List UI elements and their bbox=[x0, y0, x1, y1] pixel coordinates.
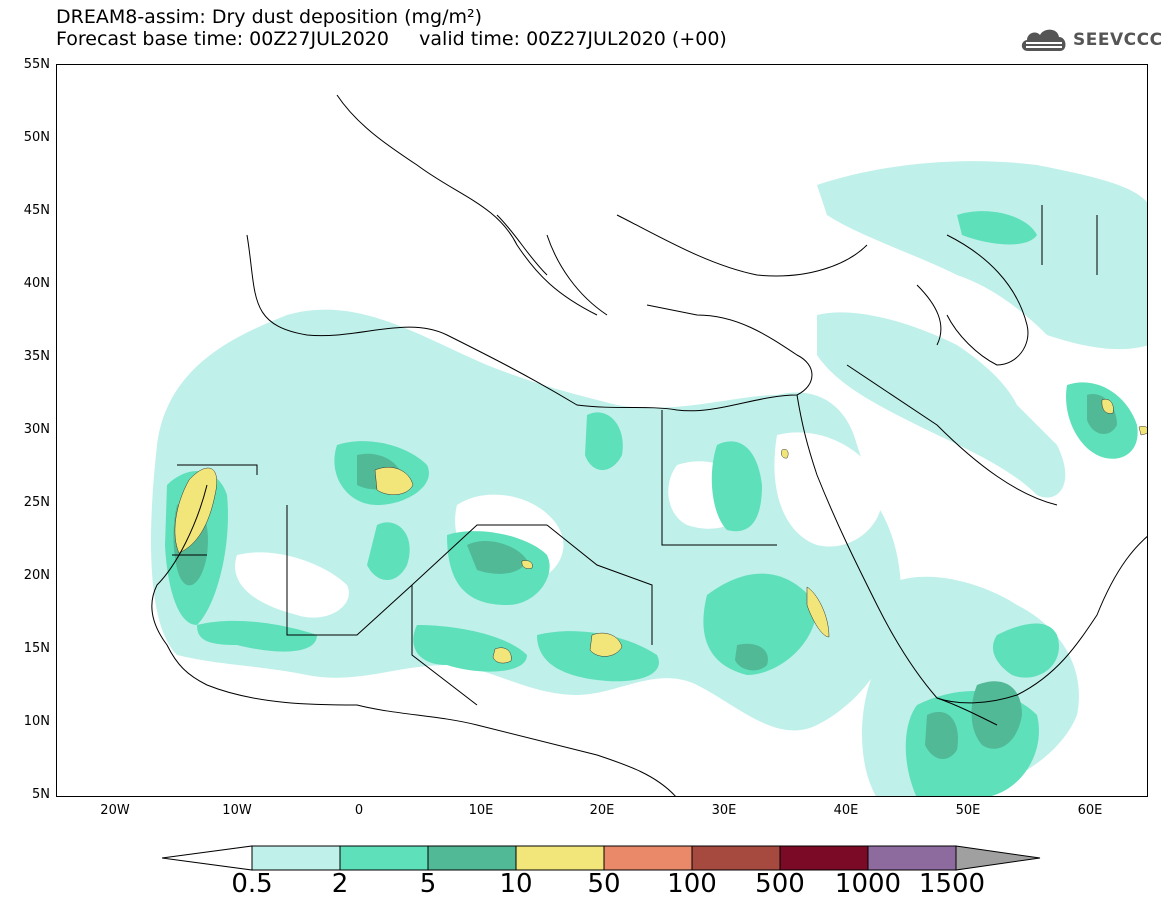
colorbar-swatch-10-50 bbox=[515, 845, 605, 871]
lat-label-25n: 25N bbox=[23, 495, 50, 510]
lon-label-10w: 10W bbox=[222, 803, 252, 818]
colorbar-under-arrow bbox=[162, 845, 253, 871]
forecast-time-line: Forecast base time: 00Z27JUL2020 valid t… bbox=[56, 28, 727, 50]
seevccc-logo: SEEVCCC bbox=[1018, 22, 1163, 58]
lat-label-10n: 10N bbox=[23, 714, 50, 729]
lon-label-30e: 30E bbox=[711, 803, 737, 818]
coastlines bbox=[151, 94, 1147, 796]
colorbar-swatch-100-500 bbox=[691, 845, 781, 871]
colorbar-swatch-0.5-2 bbox=[251, 845, 341, 871]
colorbar-label-1000: 1000 bbox=[834, 869, 902, 899]
map-title: DREAM8-assim: Dry dust deposition (mg/m²… bbox=[56, 6, 483, 28]
colorbar-over-arrow bbox=[955, 845, 1041, 871]
dust-deposition-map bbox=[151, 94, 1147, 796]
colorbar-swatch-5-10 bbox=[427, 845, 517, 871]
logo-text: SEEVCCC bbox=[1073, 30, 1163, 50]
colorbar-label-5: 5 bbox=[419, 869, 437, 899]
colorbar-swatch-500-1000 bbox=[779, 845, 869, 871]
colorbar-swatch-2-5 bbox=[339, 845, 429, 871]
cloud-logo-icon bbox=[1021, 29, 1066, 51]
colorbar-label-50: 50 bbox=[587, 869, 621, 899]
lat-label-40n: 40N bbox=[23, 276, 50, 291]
lat-label-15n: 15N bbox=[23, 641, 50, 656]
colorbar-swatch-1000-1500 bbox=[867, 845, 957, 871]
deposition-0.5-2-layer bbox=[151, 161, 1147, 796]
map-area bbox=[56, 64, 1148, 797]
colorbar-label-100: 100 bbox=[667, 869, 717, 899]
lat-label-5n: 5N bbox=[32, 787, 50, 802]
colorbar-label-1500: 1500 bbox=[918, 869, 986, 899]
lat-label-35n: 35N bbox=[23, 349, 50, 364]
lat-label-30n: 30N bbox=[23, 422, 50, 437]
colorbar-label-500: 500 bbox=[755, 869, 805, 899]
colorbar-label-0.5: 0.5 bbox=[231, 869, 273, 899]
lon-label-10e: 10E bbox=[468, 803, 494, 818]
deposition-5-10-layer bbox=[173, 394, 1117, 760]
lon-label-20w: 20W bbox=[100, 803, 130, 818]
lon-label-0: 0 bbox=[354, 803, 364, 818]
lon-label-40e: 40E bbox=[833, 803, 859, 818]
lon-label-50e: 50E bbox=[955, 803, 981, 818]
colorbar-swatch-50-100 bbox=[603, 845, 693, 871]
lat-label-50n: 50N bbox=[23, 130, 50, 145]
lat-label-20n: 20N bbox=[23, 568, 50, 583]
colorbar-label-2: 2 bbox=[331, 869, 349, 899]
colorbar bbox=[162, 845, 1041, 871]
lat-label-55n: 55N bbox=[23, 57, 50, 72]
colorbar-label-10: 10 bbox=[499, 869, 533, 899]
lon-label-60e: 60E bbox=[1077, 803, 1103, 818]
lat-label-45n: 45N bbox=[23, 203, 50, 218]
lon-label-20e: 20E bbox=[589, 803, 615, 818]
